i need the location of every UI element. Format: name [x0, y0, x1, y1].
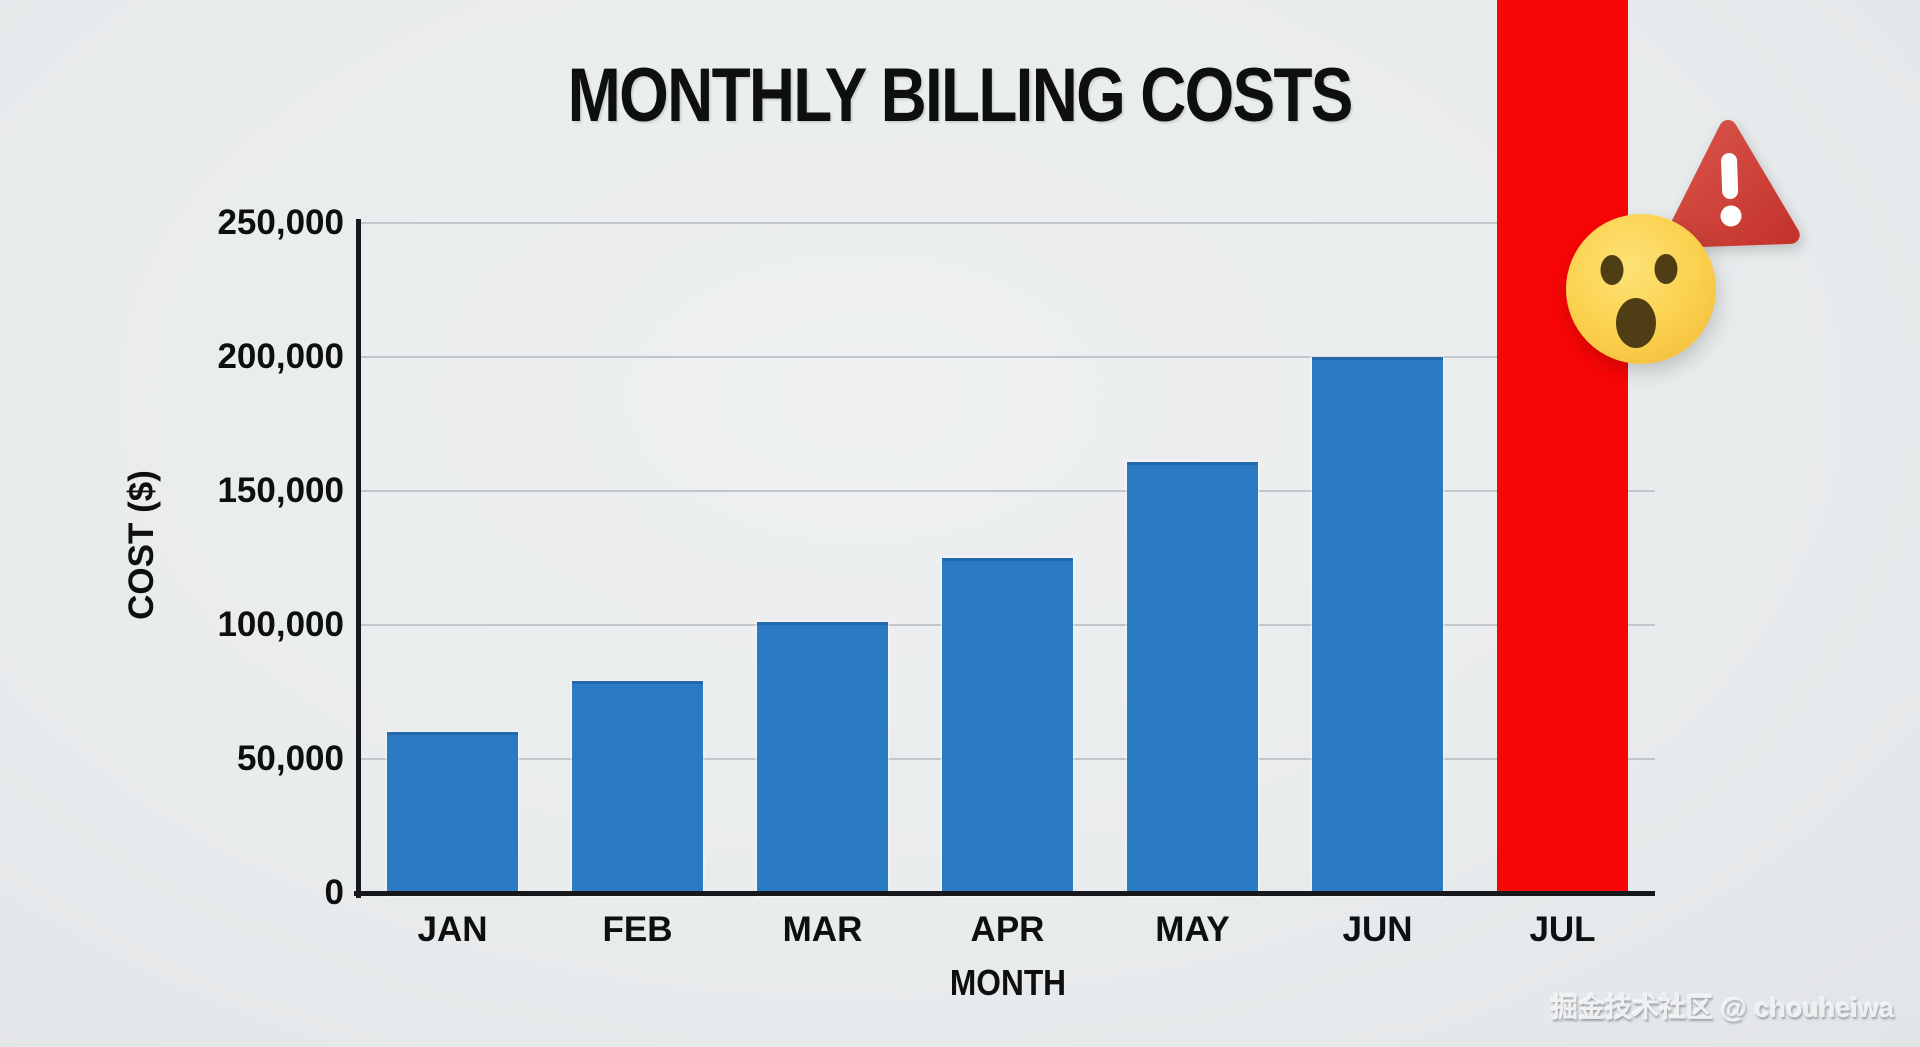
bar-mar	[757, 622, 888, 896]
x-axis-title-text: MONTH	[949, 962, 1067, 1003]
xtick-label-jul: JUL	[1529, 910, 1596, 949]
y-axis-title: COST ($)	[122, 470, 161, 620]
chart-title-text: MONTHLY BILLING COSTS	[567, 53, 1354, 138]
gridline-250,000	[356, 222, 1655, 224]
exclamation-dot	[1720, 205, 1742, 227]
bar-may	[1127, 462, 1258, 896]
ytick-label-50000: 50,000	[236, 739, 344, 778]
xtick-label-mar: MAR	[782, 910, 863, 949]
gridline-200,000	[356, 356, 1655, 358]
bar-jul	[1497, 0, 1628, 893]
emoji-left-eye	[1600, 255, 1624, 285]
xtick-label-jan: JAN	[417, 910, 488, 949]
exclamation-bar	[1721, 153, 1739, 199]
shocked-face-emoji	[1566, 214, 1716, 364]
bar-jan	[387, 732, 518, 896]
ytick-label-100000: 100,000	[217, 605, 344, 644]
bar-jun	[1312, 357, 1443, 896]
xtick-label-jun: JUN	[1342, 910, 1413, 949]
emoji-mouth	[1616, 298, 1656, 348]
gridline-150,000	[356, 490, 1655, 492]
x-axis-title: MONTH	[908, 963, 1108, 1003]
ytick-label-200000: 200,000	[217, 337, 344, 376]
chart-title: MONTHLY BILLING COSTS	[0, 52, 1920, 139]
ytick-label-0: 0	[324, 873, 344, 912]
bar-feb	[572, 681, 703, 896]
y-axis-line	[356, 219, 361, 898]
ytick-label-250000: 250,000	[217, 203, 344, 242]
warning-triangle-icon	[1663, 120, 1800, 249]
bar-apr	[942, 558, 1073, 896]
watermark: 掘金技术社区 @ chouheiwa	[1551, 993, 1894, 1023]
xtick-label-may: MAY	[1155, 910, 1230, 949]
ytick-label-150000: 150,000	[217, 471, 344, 510]
xtick-label-feb: FEB	[602, 910, 673, 949]
x-axis-line	[354, 891, 1655, 896]
emoji-right-eye	[1654, 254, 1678, 284]
emoji-face	[1566, 214, 1716, 364]
xtick-label-apr: APR	[970, 910, 1045, 949]
